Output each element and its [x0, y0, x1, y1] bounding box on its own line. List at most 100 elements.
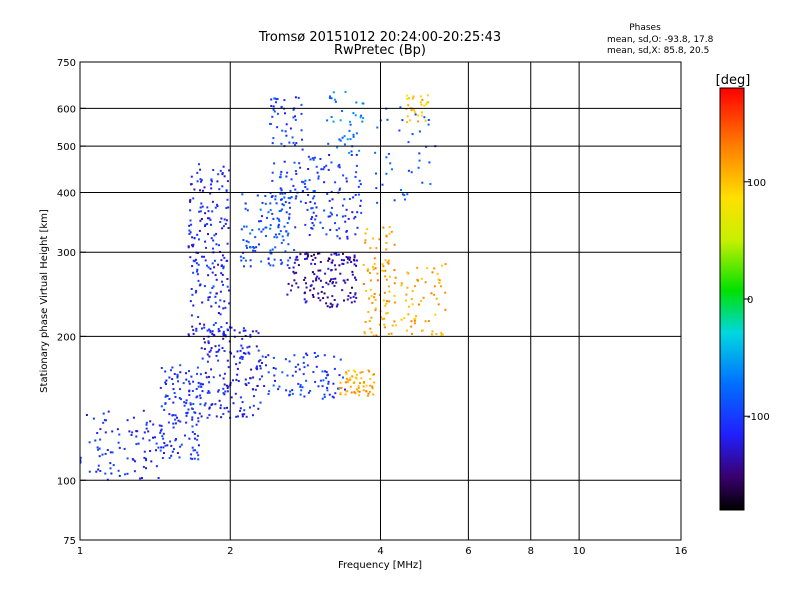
scatter-point: [226, 328, 229, 331]
scatter-point: [410, 298, 413, 300]
scatter-point: [279, 230, 282, 233]
colorbar-tick-label: -100: [747, 412, 770, 423]
scatter-point: [306, 252, 309, 255]
scatter-point: [370, 295, 373, 297]
scatter-point: [401, 193, 404, 196]
scatter-point: [404, 198, 406, 201]
scatter-point: [161, 435, 164, 438]
scatter-point: [329, 95, 331, 98]
scatter-point: [214, 403, 217, 406]
scatter-point: [269, 209, 272, 212]
scatter-point: [332, 281, 334, 284]
scatter-point: [95, 470, 98, 473]
scatter-point: [317, 177, 320, 180]
scatter-point: [196, 273, 199, 276]
scatter-point: [191, 457, 194, 460]
scatter-point: [410, 320, 413, 323]
scatter-point: [326, 119, 329, 122]
scatter-point: [248, 352, 251, 355]
scatter-point: [444, 263, 447, 266]
scatter-point: [192, 403, 195, 405]
scatter-point: [276, 217, 279, 220]
scatter-point: [220, 217, 223, 220]
scatter-point: [362, 117, 365, 120]
scatter-point: [155, 442, 158, 445]
scatter-point: [226, 359, 229, 362]
scatter-point: [152, 436, 154, 439]
scatter-point: [323, 292, 326, 295]
scatter-point: [191, 236, 194, 239]
scatter-point: [214, 206, 217, 209]
scatter-point: [242, 327, 245, 330]
scatter-point: [157, 477, 160, 479]
scatter-point: [220, 416, 223, 419]
scatter-point: [420, 111, 423, 114]
scatter-point: [223, 334, 226, 337]
scatter-point: [344, 143, 346, 146]
scatter-point: [145, 427, 148, 430]
scatter-point: [283, 99, 286, 102]
scatter-point: [164, 395, 167, 398]
scatter-point: [358, 149, 361, 152]
scatter-point: [102, 421, 105, 424]
scatter-point: [280, 170, 283, 173]
scatter-point: [305, 379, 308, 382]
scatter-point: [313, 202, 316, 205]
scatter-point: [329, 302, 332, 305]
scatter-point: [346, 138, 349, 141]
scatter-point: [324, 272, 327, 275]
scatter-point: [222, 267, 225, 270]
scatter-point: [239, 255, 242, 258]
scatter-point: [374, 307, 377, 310]
scatter-point: [200, 415, 203, 418]
scatter-point: [203, 326, 206, 329]
scatter-point: [352, 135, 355, 138]
scatter-point: [190, 223, 193, 226]
scatter-point: [305, 257, 308, 260]
scatter-point: [238, 331, 241, 334]
scatter-point: [314, 356, 317, 358]
scatter-point: [334, 264, 336, 267]
scatter-point: [110, 472, 113, 475]
scatter-point: [332, 120, 335, 123]
scatter-point: [356, 226, 359, 229]
scatter-point: [416, 266, 419, 269]
scatter-point: [378, 323, 381, 326]
scatter-point: [214, 301, 217, 304]
scatter-point: [421, 329, 424, 332]
scatter-point: [419, 95, 422, 98]
scatter-point: [319, 279, 322, 282]
scatter-point: [386, 311, 389, 314]
scatter-point: [372, 334, 375, 337]
scatter-point: [265, 226, 268, 229]
scatter-point: [233, 355, 236, 358]
scatter-point: [329, 211, 332, 214]
scatter-point: [232, 402, 235, 405]
scatter-point: [281, 235, 284, 238]
scatter-point: [188, 382, 191, 385]
scatter-point: [320, 168, 323, 171]
scatter-point: [294, 115, 296, 118]
scatter-point: [429, 183, 432, 185]
scatter-point: [357, 185, 360, 188]
scatter-point: [244, 259, 247, 262]
scatter-point: [217, 390, 220, 393]
scatter-point: [371, 301, 374, 304]
scatter-point: [241, 415, 244, 418]
scatter-point: [333, 355, 336, 358]
scatter-point: [383, 270, 385, 272]
scatter-point: [208, 381, 211, 384]
scatter-point: [315, 365, 318, 368]
scatter-point: [285, 123, 288, 126]
scatter-point: [304, 291, 306, 294]
scatter-point: [284, 358, 287, 361]
scatter-point: [288, 213, 291, 216]
scatter-point: [240, 228, 243, 231]
scatter-point: [244, 352, 247, 355]
scatter-point: [344, 388, 346, 391]
scatter-point: [395, 324, 398, 327]
scatter-point: [292, 184, 295, 187]
scatter-point: [272, 217, 275, 220]
scatter-point: [165, 394, 168, 397]
scatter-point: [267, 262, 270, 265]
